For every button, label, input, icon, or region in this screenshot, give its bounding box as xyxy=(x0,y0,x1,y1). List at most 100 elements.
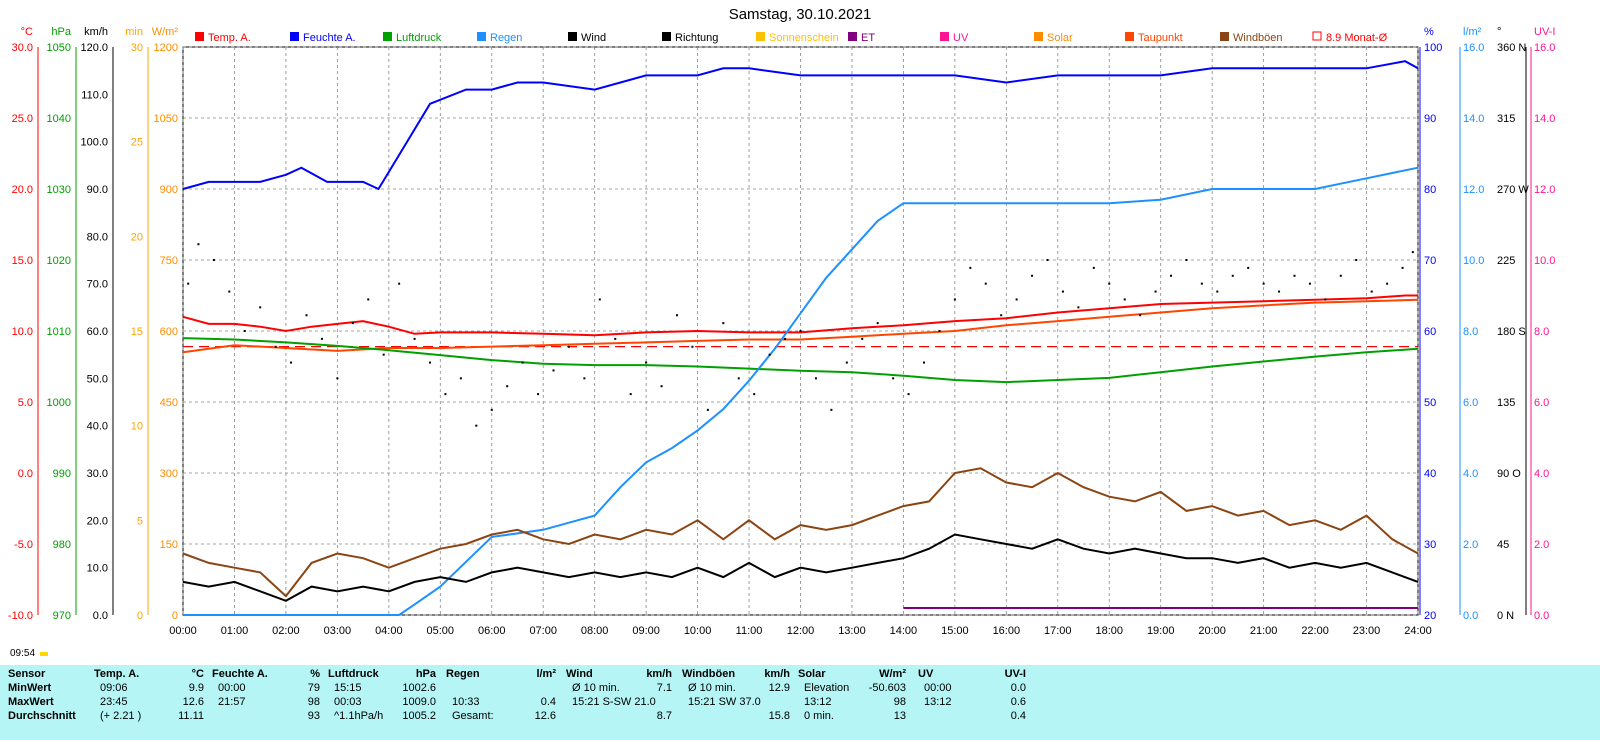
x-tick-label: 04:00 xyxy=(375,625,403,637)
x-tick-label: 18:00 xyxy=(1095,625,1123,637)
direction-point xyxy=(1401,266,1404,269)
stats-cell-pressure-value: 1002.6 xyxy=(402,682,436,694)
direction-point xyxy=(938,330,941,332)
axis-tick-temp: 20.0 xyxy=(12,184,33,196)
stats-cell-temp-value: 9.9 xyxy=(188,682,204,694)
stats-cell-solar-label: Elevation xyxy=(804,682,850,694)
direction-point xyxy=(567,345,570,348)
stats-unit-rain: l/m² xyxy=(536,668,556,680)
direction-point xyxy=(243,330,246,332)
stats-cell-gust-label: Ø 10 min. xyxy=(688,682,736,694)
x-tick-label: 03:00 xyxy=(324,625,352,637)
axis-tick-rain: 10.0 xyxy=(1463,255,1484,267)
direction-point xyxy=(645,361,648,364)
direction-point xyxy=(892,377,895,380)
direction-point xyxy=(1386,282,1389,285)
stats-cell-humidity-value: 93 xyxy=(307,710,320,722)
legend-swatch xyxy=(1034,32,1043,41)
direction-point xyxy=(1077,306,1080,309)
axis-tick-rain: 0.0 xyxy=(1463,610,1478,622)
stats-cell-gust-value: 12.9 xyxy=(768,682,790,694)
axis-tick-uv: 2.0 xyxy=(1534,539,1549,551)
axis-tick-wind: 110.0 xyxy=(81,89,108,101)
stats-cell-uv-label: 13:12 xyxy=(924,696,952,708)
series-line-wind xyxy=(182,533,1419,602)
direction-point xyxy=(1200,282,1203,285)
axis-tick-sunmin: 30 xyxy=(131,42,143,54)
legend-swatch xyxy=(848,32,857,41)
axis-tick-temp: 10.0 xyxy=(12,326,33,338)
axis-tick-rain: 16.0 xyxy=(1463,42,1484,54)
axis-unit-sunmin: min xyxy=(125,26,143,38)
x-tick-label: 01:00 xyxy=(221,625,249,637)
axis-tick-sunmin: 0 xyxy=(137,610,143,622)
series-line-temp-a- xyxy=(182,294,1418,337)
axis-tick-rain: 2.0 xyxy=(1463,539,1478,551)
axis-tick-solar: 750 xyxy=(160,255,178,267)
legend-swatch xyxy=(568,32,577,41)
legend-swatch xyxy=(1312,31,1322,41)
axis-tick-wind: 100.0 xyxy=(80,137,108,149)
stats-cell-solar-label: 0 min. xyxy=(804,710,834,722)
axis-tick-solar: 1200 xyxy=(154,42,178,54)
direction-point xyxy=(1308,282,1311,285)
legend-label: Wind xyxy=(581,32,606,44)
x-tick-label: 24:00 xyxy=(1404,625,1432,637)
legend-label: Richtung xyxy=(675,32,718,44)
axis-unit-humidity: % xyxy=(1424,26,1434,38)
stats-cell-pressure-value: 1005.2 xyxy=(402,710,436,722)
stats-cell-wind-label: 15:21 S-SW 21.0 xyxy=(572,696,656,708)
axis-tick-pressure: 1000 xyxy=(47,397,71,409)
stats-cell-wind-value: 8.7 xyxy=(656,710,672,722)
legend-swatch xyxy=(662,32,671,41)
direction-point xyxy=(320,337,323,340)
x-tick-label: 22:00 xyxy=(1301,625,1329,637)
direction-point xyxy=(907,393,910,396)
stats-cell-solar-value: 98 xyxy=(893,696,906,708)
axis-tick-humidity: 40 xyxy=(1424,468,1436,480)
axis-tick-wind: 20.0 xyxy=(87,515,108,527)
axis-tick-uv: 6.0 xyxy=(1534,397,1549,409)
axis-tick-humidity: 50 xyxy=(1424,397,1436,409)
direction-point xyxy=(1170,274,1172,277)
axis-tick-direction: 45 xyxy=(1497,539,1509,551)
axis-tick-solar: 300 xyxy=(160,468,178,480)
direction-point xyxy=(706,408,709,411)
axis-unit-wind: km/h xyxy=(84,26,108,38)
x-tick-label: 00:00 xyxy=(169,625,197,637)
legend-label: Windböen xyxy=(1233,32,1283,44)
legend-swatch xyxy=(1220,32,1229,41)
legend-label: Temp. A. xyxy=(208,32,251,44)
direction-point xyxy=(1278,290,1281,293)
axis-tick-humidity: 60 xyxy=(1424,326,1436,338)
direction-point xyxy=(737,377,740,380)
legend-label: UV xyxy=(953,32,969,44)
axis-tick-direction: 225 xyxy=(1497,255,1515,267)
stats-cell-pressure-label: 15:15 xyxy=(334,682,362,694)
direction-point xyxy=(1031,274,1034,277)
axis-tick-solar: 0 xyxy=(172,610,178,622)
stats-cell-humidity-label: 00:00 xyxy=(218,682,246,694)
legend-swatch xyxy=(477,32,486,41)
direction-point xyxy=(351,322,354,325)
direction-point xyxy=(398,282,401,285)
direction-point xyxy=(753,393,756,396)
axis-tick-wind: 40.0 xyxy=(87,421,108,433)
stats-cell-temp-label: (+ 2.21 ) xyxy=(100,710,142,722)
direction-point xyxy=(382,353,385,356)
axis-tick-direction: 315 xyxy=(1497,113,1515,125)
stats-cell-pressure-value: 1009.0 xyxy=(402,696,436,708)
axis-tick-direction: 90 O xyxy=(1497,468,1521,480)
legend-label: 8.9 Monat-Ø xyxy=(1326,32,1388,44)
axis-tick-uv: 14.0 xyxy=(1534,113,1555,125)
legend-swatch xyxy=(290,32,299,41)
stats-cell-uv-value: 0.6 xyxy=(1010,696,1026,708)
direction-point xyxy=(722,322,725,325)
x-tick-label: 11:00 xyxy=(736,625,763,637)
axis-tick-wind: 120.0 xyxy=(80,42,108,54)
x-tick-label: 02:00 xyxy=(272,625,300,637)
axis-tick-solar: 450 xyxy=(160,397,178,409)
direction-point xyxy=(1154,290,1157,293)
stats-cell-uv-value: 0.0 xyxy=(1010,682,1026,694)
axis-tick-temp: 0.0 xyxy=(18,468,33,480)
